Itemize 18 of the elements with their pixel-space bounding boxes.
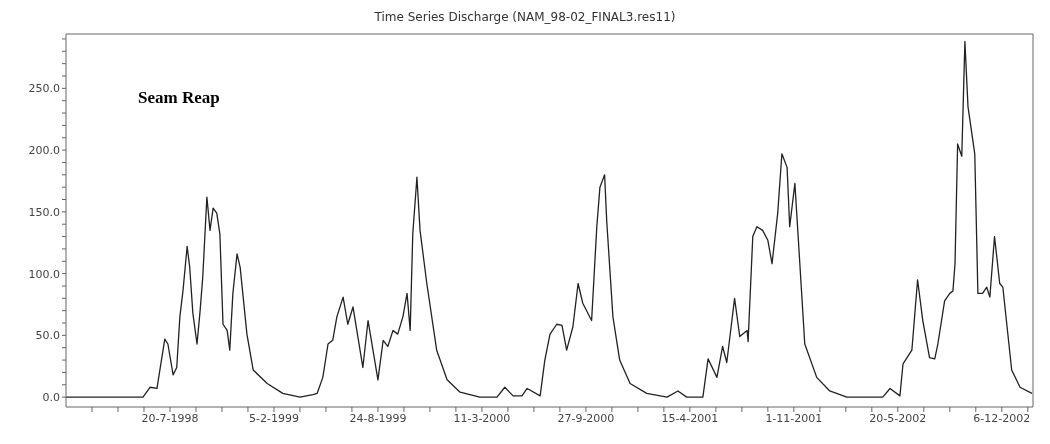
x-tick-label: 24-8-1999 bbox=[349, 411, 407, 425]
y-tick-label: 100.0 bbox=[28, 267, 60, 281]
line-series bbox=[66, 40, 1033, 398]
y-tick-label: 250.0 bbox=[28, 82, 60, 96]
y-tick-label: 50.0 bbox=[35, 329, 60, 343]
x-tick-label: 11-3-2000 bbox=[453, 411, 511, 425]
y-tick-label: 150.0 bbox=[28, 205, 60, 219]
y-tick-label: 200.0 bbox=[28, 144, 60, 157]
x-tick-label: 6-12-2002 bbox=[973, 411, 1031, 425]
x-tick-label: 5-2-1999 bbox=[248, 411, 299, 425]
annotation: Seam Reap bbox=[138, 88, 220, 108]
x-tick-label: 27-9-2000 bbox=[557, 411, 615, 425]
x-tick-label: 15-4-2001 bbox=[661, 411, 719, 425]
x-tick-label: 20-5-2002 bbox=[869, 411, 927, 425]
x-tick-label: 1-11-2001 bbox=[765, 411, 823, 425]
chart-title: Time Series Discharge (NAM_98-02_FINAL3.res11) bbox=[373, 10, 677, 24]
y-tick-label: 0.0 bbox=[42, 391, 60, 405]
x-tick-label: 20-7-1998 bbox=[141, 411, 199, 425]
